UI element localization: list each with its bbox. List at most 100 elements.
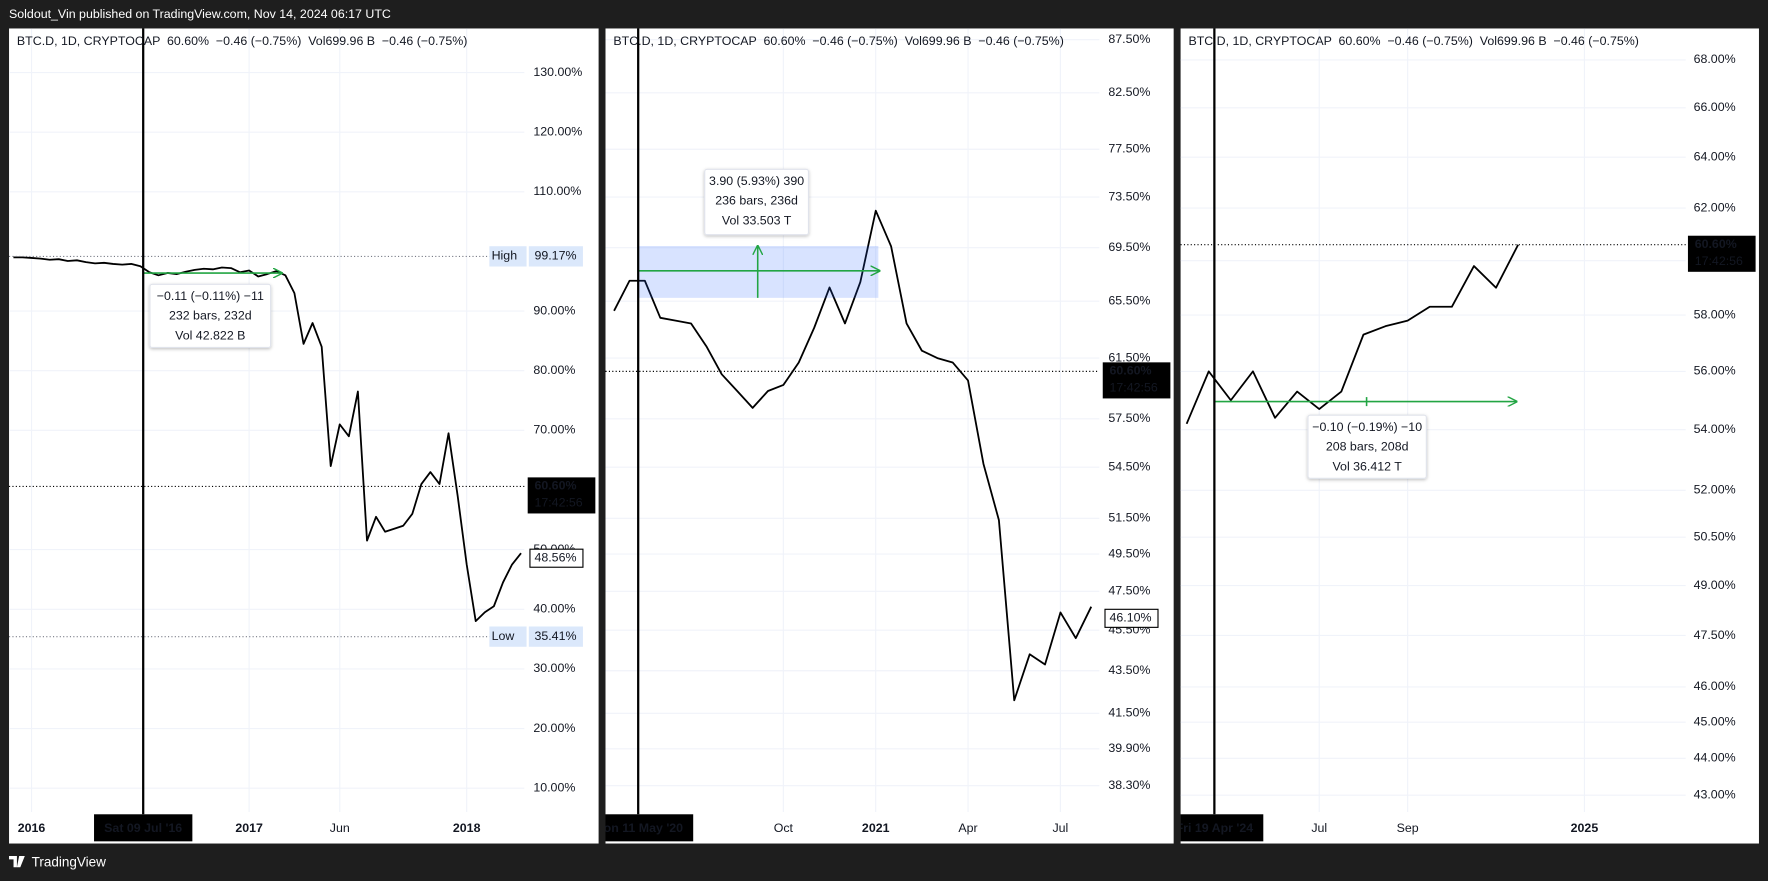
y-tick-label: 62.00% xyxy=(1694,200,1736,214)
x-tick-label: Apr xyxy=(958,821,977,835)
y-tick-label: 49.00% xyxy=(1694,578,1736,592)
price-level-name: Low xyxy=(492,629,515,643)
x-tick-label: Jul xyxy=(1311,821,1327,835)
y-tick-label: 77.50% xyxy=(1108,142,1150,156)
y-tick-label: 110.00% xyxy=(533,184,581,198)
measure-text: Vol 36.412 T xyxy=(1332,459,1402,473)
y-tick-label: 49.50% xyxy=(1108,546,1150,560)
price-line xyxy=(1185,244,1519,425)
crosshair-label-bg xyxy=(605,814,694,842)
y-tick-label: 69.50% xyxy=(1108,240,1150,254)
y-tick-label: 54.00% xyxy=(1694,422,1736,436)
y-tick-label: 68.00% xyxy=(1694,52,1736,66)
legend: BTC.D, 1D, CRYPTOCAP 60.60% −0.46 (−0.75… xyxy=(613,34,1063,48)
crosshair-label: Sat 09 Jul '16 xyxy=(104,821,182,835)
y-tick-label: 46.00% xyxy=(1694,679,1736,693)
price-line xyxy=(13,256,522,623)
x-tick-label: Jun xyxy=(330,821,350,835)
panel-background xyxy=(605,28,1174,844)
price-level-name: High xyxy=(492,249,518,263)
y-tick-label: 120.00% xyxy=(533,124,582,138)
last-price-value: 60.60% xyxy=(1110,364,1152,378)
x-tick-label: 2025 xyxy=(1571,821,1599,835)
last-price-value: 60.60% xyxy=(534,479,576,493)
y-tick-label: 39.90% xyxy=(1108,741,1150,755)
measure-text: 3.90 (5.93%) 390 xyxy=(709,174,804,188)
x-tick-label: 2021 xyxy=(862,821,890,835)
y-tick-label: 47.50% xyxy=(1108,584,1150,598)
header-title: Soldout_Vin published on TradingView.com… xyxy=(9,7,391,21)
last-price-value: 60.60% xyxy=(1695,237,1737,251)
y-tick-label: 64.00% xyxy=(1694,149,1736,163)
y-tick-label: 65.50% xyxy=(1108,293,1150,307)
crosshair-label-bg xyxy=(94,814,193,842)
price-level-value-bg xyxy=(528,246,583,267)
y-tick-label: 43.00% xyxy=(1694,787,1736,801)
y-tick-label: 30.00% xyxy=(533,661,575,675)
price-marker-value: 48.56% xyxy=(534,550,576,564)
crosshair-label: Fri 19 Apr '24 xyxy=(1176,821,1254,835)
y-tick-label: 51.50% xyxy=(1108,511,1150,525)
y-tick-label: 90.00% xyxy=(533,303,575,317)
measure-text: −0.10 (−0.19%) −10 xyxy=(1312,420,1422,434)
measure-text: 232 bars, 232d xyxy=(169,309,252,323)
y-tick-label: 130.00% xyxy=(533,65,582,79)
y-tick-label: 58.00% xyxy=(1694,307,1736,321)
measure-tooltip xyxy=(704,168,810,236)
y-tick-label: 43.50% xyxy=(1108,663,1150,677)
y-tick-label: 57.50% xyxy=(1108,411,1150,425)
y-tick-label: 20.00% xyxy=(533,721,575,735)
x-tick-label: 2016 xyxy=(18,821,46,835)
measure-text: Vol 33.503 T xyxy=(722,213,792,227)
footer-logo xyxy=(9,856,25,868)
x-tick-label: Jul xyxy=(1052,821,1068,835)
y-tick-label: 61.50% xyxy=(1108,350,1150,364)
y-tick-label: 70.00% xyxy=(533,423,575,437)
y-tick-label: 56.00% xyxy=(1694,364,1736,378)
price-line xyxy=(613,209,1093,702)
measure-text: −0.11 (−0.11%) −11 xyxy=(157,289,264,303)
x-tick-label: 2017 xyxy=(235,821,263,835)
y-tick-label: 73.50% xyxy=(1108,189,1150,203)
legend: BTC.D, 1D, CRYPTOCAP 60.60% −0.46 (−0.75… xyxy=(17,34,467,48)
footer-brand: TradingView xyxy=(32,854,107,869)
y-tick-label: 80.00% xyxy=(533,363,575,377)
last-price-countdown: 17:42:56 xyxy=(1695,254,1743,268)
last-price-bg xyxy=(1102,362,1171,399)
chart-panel: 87.50% 82.50% 77.50% 73.50% 69.50% 65.50% 61.5… xyxy=(593,28,1174,844)
chart-panel: 68.00%66.00%64.00%62.00%60.00%58.00%56.0… xyxy=(1176,28,1759,844)
x-tick-label: 2018 xyxy=(453,821,481,835)
x-tick-label: Oct xyxy=(774,821,794,835)
price-marker-bg xyxy=(529,548,584,568)
y-tick-label: 40.00% xyxy=(533,602,575,616)
chart-panel: 130.00%120.00%110.00%90.00%80.00%70.00%5… xyxy=(9,28,599,844)
measure-text: 236 bars, 236d xyxy=(715,194,798,208)
y-tick-label: 82.50% xyxy=(1108,85,1150,99)
price-level-name-bg xyxy=(489,246,527,267)
price-level-name-bg xyxy=(489,626,527,647)
last-price-countdown: 17:42:56 xyxy=(1110,381,1158,395)
price-level-value: 35.41% xyxy=(534,629,576,643)
crosshair-label-bg xyxy=(1180,814,1264,842)
y-tick-label: 54.50% xyxy=(1108,459,1150,473)
last-price-bg xyxy=(527,477,596,514)
crosshair-label: Mon 11 May '20 xyxy=(593,821,683,835)
last-price-bg xyxy=(1687,235,1756,272)
measure-text: Vol 42.822 B xyxy=(175,328,245,342)
measure-tooltip xyxy=(1307,414,1427,479)
price-level-value: 99.17% xyxy=(534,249,576,263)
panel-background xyxy=(9,28,599,844)
y-tick-label: 10.00% xyxy=(533,780,575,794)
y-tick-label: 52.00% xyxy=(1694,483,1736,497)
panel-background xyxy=(1180,28,1759,844)
y-tick-label: 41.50% xyxy=(1108,706,1150,720)
y-tick-label: 47.50% xyxy=(1694,628,1736,642)
y-tick-label: 66.00% xyxy=(1694,100,1736,114)
price-level-value-bg xyxy=(528,626,583,647)
measure-tooltip xyxy=(149,283,272,349)
price-marker-bg xyxy=(1104,608,1159,628)
legend: BTC.D, 1D, CRYPTOCAP 60.60% −0.46 (−0.75… xyxy=(1188,34,1638,48)
measure-text: 208 bars, 208d xyxy=(1326,440,1409,454)
